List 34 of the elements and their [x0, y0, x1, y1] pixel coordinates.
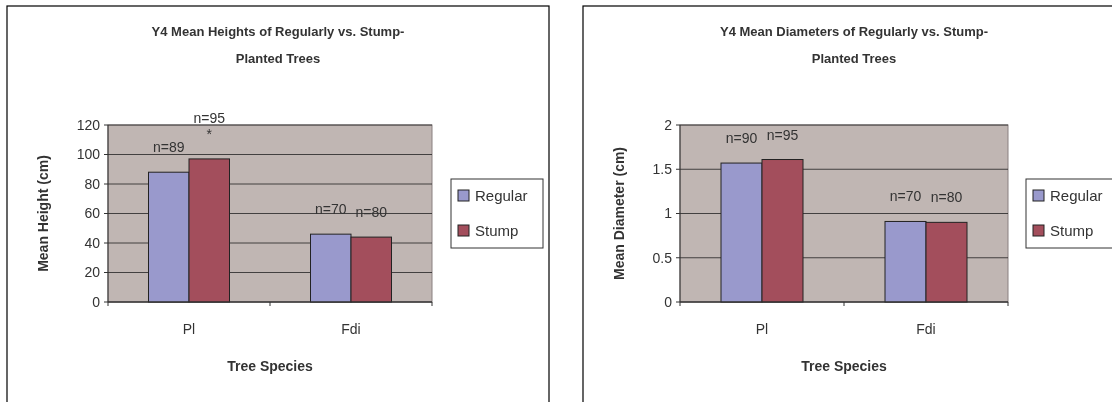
y-tick-label: 20	[84, 264, 101, 281]
annotation: n=95	[193, 109, 226, 126]
y-tick-label: 100	[76, 146, 101, 163]
x-tick-label: Fdi	[341, 321, 361, 337]
chart-title: Y4 Mean Diameters of Regularly vs. Stump-Planted Trees	[719, 24, 989, 66]
y-tick-label: 1	[664, 205, 673, 222]
y-tick-label: 1.5	[652, 161, 673, 178]
y-axis-title: Mean Diameter (cm)	[611, 146, 627, 281]
annotation: n=89	[152, 139, 185, 156]
annotation: n=70	[889, 188, 922, 205]
annotation: n=95	[766, 126, 799, 143]
x-tick-label: Pl	[182, 321, 196, 337]
legend-label: Stump	[475, 222, 519, 240]
y-tick-label: 40	[84, 234, 101, 251]
legend-label: Regular	[1050, 187, 1103, 205]
x-axis-title: Tree Species	[801, 358, 888, 374]
annotation: n=80	[930, 189, 963, 206]
y-tick-label: 0.5	[652, 249, 673, 266]
annotation: *	[206, 125, 213, 142]
y-tick-label: 60	[84, 205, 101, 222]
x-tick-label: Fdi	[916, 321, 936, 337]
legend-label: Stump	[1050, 222, 1094, 240]
y-axis-title: Mean Height (cm)	[35, 155, 51, 272]
y-tick-label: 0	[664, 293, 673, 310]
x-tick-label: Pl	[755, 321, 769, 337]
y-tick-label: 2	[664, 116, 673, 133]
legend-label: Regular	[475, 187, 528, 205]
y-tick-label: 0	[92, 293, 101, 310]
y-tick-label: 120	[76, 116, 101, 133]
x-axis-title: Tree Species	[227, 358, 314, 374]
y-tick-label: 80	[84, 175, 101, 192]
chart-title: Y4 Mean Heights of Regularly vs. Stump-Planted Trees	[151, 24, 405, 66]
annotation: n=90	[725, 130, 758, 147]
annotation: n=70	[314, 201, 347, 218]
